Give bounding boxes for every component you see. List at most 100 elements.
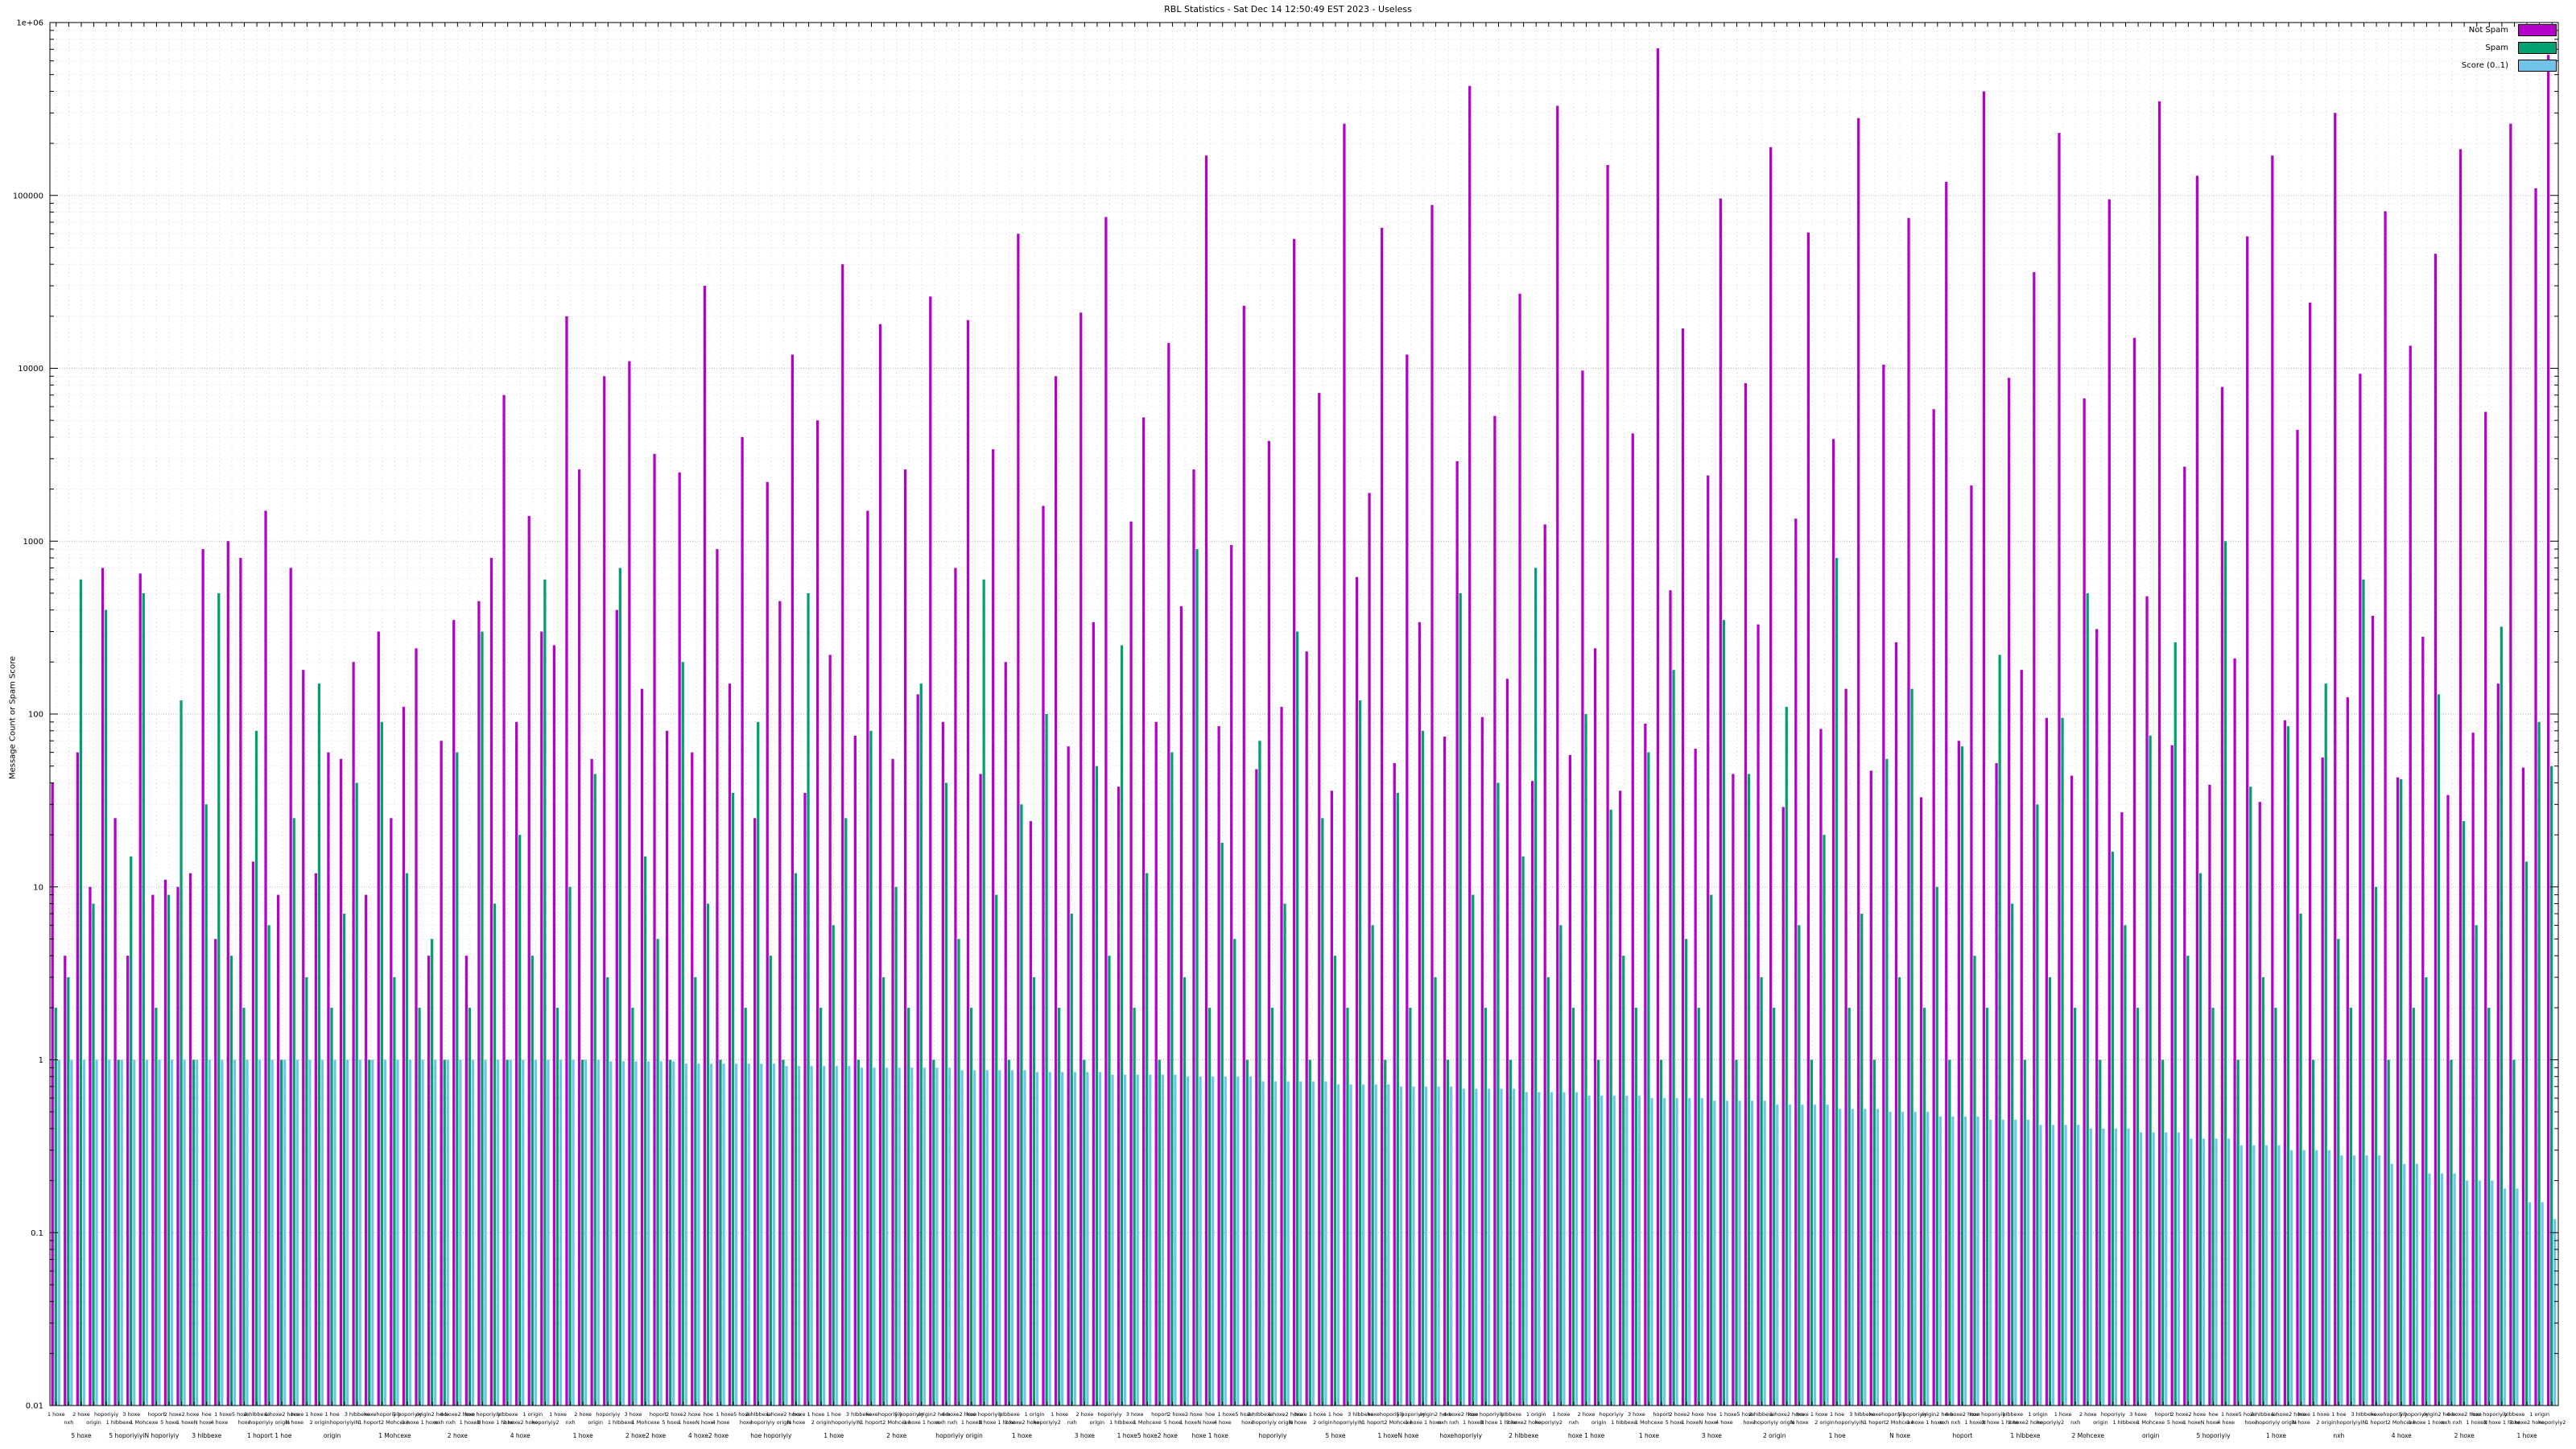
x-tick-label: N hoxe bbox=[1289, 1419, 1307, 1426]
bar-spam bbox=[254, 730, 258, 1406]
bar-not-spam bbox=[2346, 697, 2349, 1406]
bar-score bbox=[860, 1067, 864, 1406]
bar-score bbox=[107, 1059, 111, 1406]
bar-not-spam bbox=[753, 818, 757, 1406]
bar-not-spam bbox=[114, 818, 117, 1406]
x-tick-label: hoe hoporiyiy bbox=[967, 1411, 1002, 1418]
x-tick-label: hoporiyiy origin bbox=[1253, 1419, 1294, 1426]
bar-score bbox=[772, 1063, 775, 1406]
bar-not-spam bbox=[1255, 769, 1258, 1406]
x-tick-label: 2 origin bbox=[2316, 1419, 2336, 1426]
bar-spam bbox=[1885, 758, 1889, 1406]
bar-score bbox=[1750, 1100, 1754, 1406]
bar-spam bbox=[167, 894, 171, 1406]
x-sublabel: 2 hoxe bbox=[2454, 1432, 2475, 1439]
bar-spam bbox=[1496, 782, 1500, 1406]
bar-score bbox=[1525, 1092, 1528, 1406]
bar-score bbox=[1725, 1100, 1729, 1406]
bar-not-spam bbox=[1004, 662, 1007, 1406]
bar-spam bbox=[1596, 1059, 1600, 1406]
bar-score bbox=[270, 1059, 274, 1406]
x-tick-label: origin bbox=[588, 1419, 603, 1426]
bar-spam bbox=[2299, 914, 2302, 1406]
bar-score bbox=[985, 1070, 989, 1406]
bar-score bbox=[1738, 1100, 1741, 1406]
x-tick-label: 1 hoxeN hoxe bbox=[678, 1419, 713, 1426]
bar-not-spam bbox=[2434, 254, 2438, 1406]
bar-not-spam bbox=[1719, 198, 1722, 1406]
bar-score bbox=[1662, 1098, 1666, 1406]
bar-not-spam bbox=[1381, 227, 1384, 1406]
bar-score bbox=[935, 1067, 939, 1406]
bar-score bbox=[1437, 1086, 1440, 1406]
bar-not-spam bbox=[239, 558, 242, 1406]
bar-score bbox=[371, 1059, 374, 1406]
bar-score bbox=[1976, 1116, 1979, 1406]
x-sublabel: origin bbox=[2142, 1432, 2160, 1439]
bar-spam bbox=[368, 1059, 371, 1406]
bar-spam bbox=[1095, 766, 1098, 1406]
bar-score bbox=[1713, 1100, 1716, 1406]
x-tick-label: hoxe bbox=[2245, 1419, 2258, 1426]
bar-not-spam bbox=[2183, 466, 2186, 1406]
bar-score bbox=[2478, 1180, 2481, 1406]
x-tick-label: 2 Mohcexe bbox=[1886, 1419, 1914, 1426]
x-tick-label: hoxe 1 hoxe bbox=[1294, 1411, 1326, 1418]
x-tick-label: 2 origin bbox=[310, 1419, 330, 1426]
bar-not-spam bbox=[339, 758, 343, 1406]
x-tick-label: 5 hoporiyiy bbox=[2400, 1411, 2429, 1418]
bar-not-spam bbox=[603, 376, 606, 1406]
bar-not-spam bbox=[941, 721, 944, 1406]
bar-score bbox=[283, 1059, 287, 1406]
bar-not-spam bbox=[1242, 305, 1245, 1406]
x-tick-label: 1 hoxeN bbox=[1964, 1419, 1986, 1426]
bar-score bbox=[1361, 1084, 1365, 1406]
bar-score bbox=[697, 1063, 700, 1406]
bar-score bbox=[1412, 1086, 1415, 1406]
bar-not-spam bbox=[1781, 807, 1785, 1406]
x-tick-label: 5 hoporiyiy bbox=[393, 1411, 423, 1418]
bar-score bbox=[1324, 1081, 1327, 1406]
bar-not-spam bbox=[1919, 797, 1923, 1406]
bar-score bbox=[246, 1059, 249, 1406]
bar-not-spam bbox=[1029, 821, 1033, 1406]
bar-spam bbox=[1847, 1007, 1851, 1406]
bar-spam bbox=[1810, 1059, 1814, 1406]
bar-score bbox=[2302, 1150, 2306, 1406]
x-tick-label: 1 hoxe2 hoxe bbox=[2271, 1411, 2306, 1418]
x-tick-label: hoporiyiy origin bbox=[750, 1419, 791, 1426]
bar-score bbox=[2190, 1138, 2193, 1406]
x-tick-label: 3 hoxe2 hoxe bbox=[1506, 1419, 1542, 1426]
bar-score bbox=[2114, 1128, 2118, 1406]
bar-not-spam bbox=[2471, 733, 2475, 1406]
bar-not-spam bbox=[390, 818, 393, 1406]
x-tick-label: 2 hoxe2 hoxe bbox=[2171, 1411, 2207, 1418]
bar-spam bbox=[1860, 914, 1864, 1406]
bar-score bbox=[2415, 1163, 2418, 1406]
bar-score bbox=[1311, 1081, 1315, 1406]
x-tick-label: 1 hoxe bbox=[47, 1411, 65, 1418]
bar-score bbox=[835, 1066, 838, 1406]
x-tick-label: 5 hoxe bbox=[2167, 1419, 2185, 1426]
bar-spam bbox=[493, 903, 497, 1406]
bar-not-spam bbox=[1179, 606, 1183, 1406]
bar-spam bbox=[1333, 956, 1337, 1406]
legend-swatch-spam bbox=[2518, 42, 2557, 54]
bar-not-spam bbox=[2546, 55, 2550, 1406]
bar-score bbox=[408, 1059, 412, 1406]
legend-swatch-not-spam bbox=[2518, 24, 2557, 36]
bar-not-spam bbox=[1267, 440, 1271, 1406]
bar-spam bbox=[1158, 1059, 1161, 1406]
bar-not-spam bbox=[2208, 784, 2211, 1406]
x-tick-label: 4 hoxe bbox=[1214, 1419, 1232, 1426]
x-tick-label: hoxe 1 hoxe bbox=[1796, 1411, 1827, 1418]
bar-spam bbox=[1358, 700, 1362, 1406]
bar-spam bbox=[1697, 1007, 1700, 1406]
bar-score bbox=[2352, 1155, 2356, 1406]
x-tick-label: 1 Mohcexe bbox=[130, 1419, 158, 1426]
x-sublabel: 1 hoe bbox=[1829, 1432, 1846, 1439]
x-tick-label: 2 hoxe 1 hoxe bbox=[2483, 1419, 2520, 1426]
y-tick-label: 10 bbox=[33, 883, 43, 892]
bar-spam bbox=[1559, 925, 1563, 1406]
bar-score bbox=[747, 1063, 750, 1406]
